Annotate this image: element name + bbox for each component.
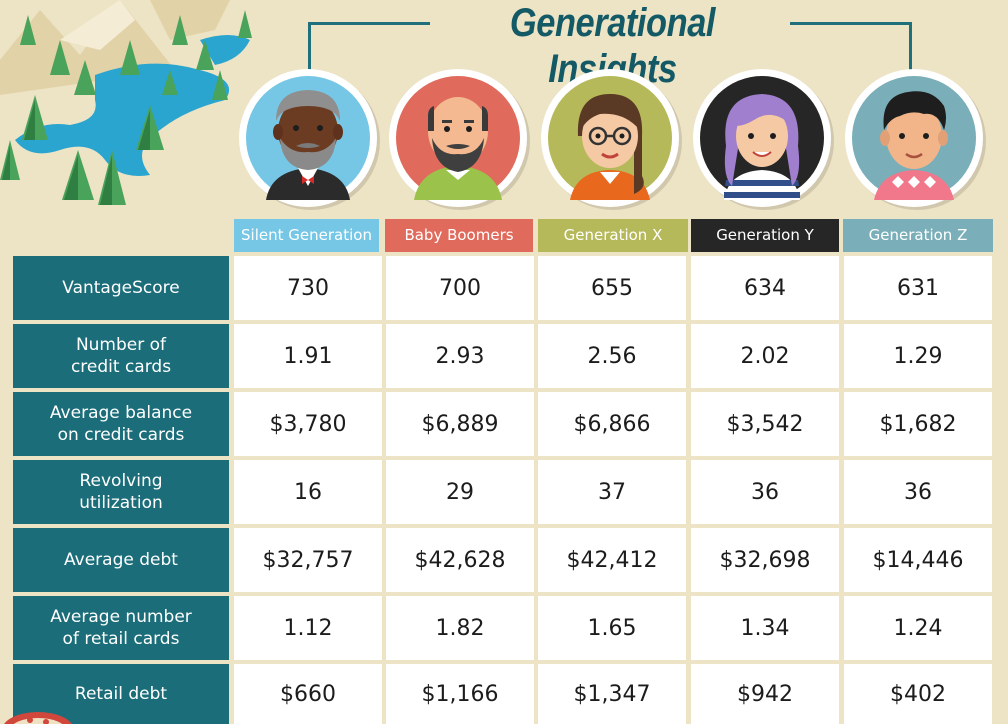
header-generation-x: Generation X [538, 219, 688, 252]
page-title: Generational Insights [509, 1, 716, 91]
table-cell: $6,889 [386, 392, 534, 456]
avatar-silent-generation [239, 69, 377, 207]
table-cell: $32,757 [234, 528, 382, 592]
round-decoration-icon [4, 712, 72, 724]
mountain-forest-illustration [0, 0, 252, 205]
table-cell: 1.82 [386, 596, 534, 660]
table-cell: 16 [234, 460, 382, 524]
table-cell: 29 [386, 460, 534, 524]
row-label-average-retail-cards: Average number of retail cards [13, 596, 229, 660]
bald-bearded-man-avatar-icon [396, 76, 520, 200]
table-cell: 1.29 [844, 324, 992, 388]
table-cell: 2.93 [386, 324, 534, 388]
table-cell: 655 [538, 256, 686, 320]
header-generation-y: Generation Y [691, 219, 839, 252]
table-cell: 1.34 [691, 596, 839, 660]
table-cell: 631 [844, 256, 992, 320]
table-cell: $942 [691, 664, 839, 724]
row-label-average-debt: Average debt [13, 528, 229, 592]
avatar-generation-y [693, 69, 831, 207]
table-cell: 36 [691, 460, 839, 524]
table-cell: 1.91 [234, 324, 382, 388]
table-cell: $3,542 [691, 392, 839, 456]
table-cell: 634 [691, 256, 839, 320]
woman-with-glasses-avatar-icon [548, 76, 672, 200]
table-cell: 1.12 [234, 596, 382, 660]
row-label-number-of-credit-cards: Number of credit cards [13, 324, 229, 388]
table-cell: 36 [844, 460, 992, 524]
table-cell: $42,412 [538, 528, 686, 592]
table-cell: $1,166 [386, 664, 534, 724]
avatar-baby-boomers [389, 69, 527, 207]
older-man-avatar-icon [246, 76, 370, 200]
table-cell: $3,780 [234, 392, 382, 456]
header-silent-generation: Silent Generation [234, 219, 379, 252]
table-cell: $660 [234, 664, 382, 724]
table-cell: $1,682 [844, 392, 992, 456]
title-line-right-vertical [909, 22, 912, 74]
title-line-left-vertical [308, 22, 311, 74]
row-label-vantagescore: VantageScore [13, 256, 229, 320]
table-cell: $42,628 [386, 528, 534, 592]
row-label-revolving-utilization: Revolving utilization [13, 460, 229, 524]
table-cell: 1.65 [538, 596, 686, 660]
table-cell: $6,866 [538, 392, 686, 456]
row-label-average-balance: Average balance on credit cards [13, 392, 229, 456]
table-cell: $32,698 [691, 528, 839, 592]
young-man-avatar-icon [852, 76, 976, 200]
title-line-right-horizontal [790, 22, 912, 25]
table-cell: 730 [234, 256, 382, 320]
purple-haired-woman-avatar-icon [700, 76, 824, 200]
table-cell: $402 [844, 664, 992, 724]
avatar-generation-z [845, 69, 983, 207]
avatar-generation-x [541, 69, 679, 207]
table-cell: $14,446 [844, 528, 992, 592]
header-baby-boomers: Baby Boomers [385, 219, 533, 252]
table-cell: 700 [386, 256, 534, 320]
header-generation-z: Generation Z [843, 219, 993, 252]
table-cell: 1.24 [844, 596, 992, 660]
table-cell: 37 [538, 460, 686, 524]
title-line-left-horizontal [308, 22, 430, 25]
table-cell: 2.02 [691, 324, 839, 388]
table-cell: $1,347 [538, 664, 686, 724]
table-cell: 2.56 [538, 324, 686, 388]
